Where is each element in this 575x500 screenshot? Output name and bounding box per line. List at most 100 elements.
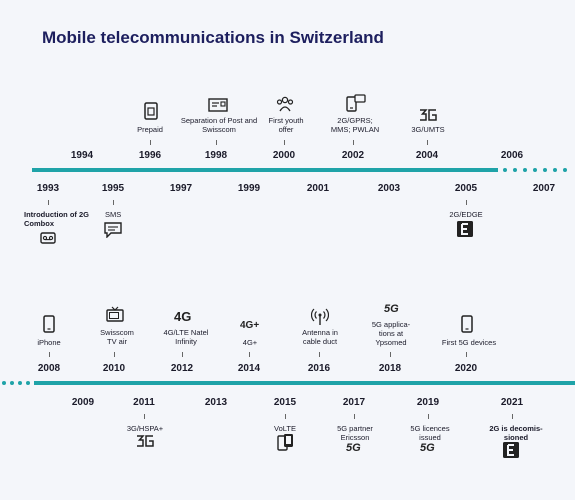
2g-decommissioned-icon bbox=[503, 442, 519, 458]
label-2002: 2G/GPRS; MMS; PWLAN bbox=[330, 116, 380, 134]
tick bbox=[353, 414, 355, 419]
year-2016: 2016 bbox=[307, 363, 331, 374]
year-2003: 2003 bbox=[377, 183, 401, 194]
label-1998: Separation of Post and Swisscom bbox=[180, 116, 258, 134]
year-2007: 2007 bbox=[532, 183, 556, 194]
year-2001: 2001 bbox=[306, 183, 330, 194]
tick bbox=[318, 352, 320, 357]
tick bbox=[181, 352, 183, 357]
label-2000: First youth offer bbox=[268, 116, 304, 134]
year-2020: 2020 bbox=[454, 363, 478, 374]
3g-hspa-icon bbox=[136, 434, 154, 448]
year-2021: 2021 bbox=[500, 397, 524, 408]
page-title: Mobile telecommunications in Switzerland bbox=[42, 28, 384, 47]
label-1995: SMS bbox=[105, 210, 122, 219]
5g-icon: 5G bbox=[384, 303, 399, 315]
tick bbox=[465, 352, 467, 357]
3g-icon bbox=[419, 108, 437, 122]
year-2011: 2011 bbox=[133, 397, 155, 408]
year-1994: 1994 bbox=[70, 150, 94, 161]
tick bbox=[465, 200, 467, 205]
tick bbox=[248, 352, 250, 357]
label-2017: 5G partner Ericsson bbox=[337, 424, 373, 442]
label-1993: Introduction of 2G Combox bbox=[24, 210, 89, 228]
label-2019: 5G licences issued bbox=[410, 424, 450, 442]
label-2021: 2G is decomis-sioned bbox=[489, 424, 543, 442]
tick bbox=[149, 140, 151, 145]
year-2013: 2013 bbox=[204, 397, 228, 408]
tick bbox=[427, 414, 429, 419]
label-2005: 2G/EDGE bbox=[449, 210, 483, 219]
timeline-dot bbox=[523, 168, 527, 172]
year-2019: 2019 bbox=[416, 397, 440, 408]
4g-icon: 4G bbox=[174, 309, 192, 324]
timeline-dot bbox=[2, 381, 6, 385]
5g-licence-icon: 5G bbox=[420, 442, 435, 454]
year-2005: 2005 bbox=[454, 183, 478, 194]
year-1997: 1997 bbox=[169, 183, 193, 194]
tick bbox=[113, 352, 115, 357]
label-2004: 3G/UMTS bbox=[411, 125, 445, 134]
year-2018: 2018 bbox=[378, 363, 402, 374]
smartphone-5g-icon bbox=[461, 315, 473, 333]
year-1996: 1996 bbox=[138, 150, 162, 161]
label-1996: Prepaid bbox=[137, 125, 163, 134]
tick bbox=[284, 414, 286, 419]
sms-icon bbox=[104, 222, 122, 238]
year-2006: 2006 bbox=[500, 150, 524, 161]
label-2011: 3G/HSPA+ bbox=[126, 424, 164, 433]
timeline-dot bbox=[533, 168, 537, 172]
year-2014: 2014 bbox=[237, 363, 261, 374]
post-office-icon bbox=[208, 98, 228, 112]
phone-message-icon bbox=[346, 94, 366, 112]
sim-card-icon bbox=[144, 102, 158, 120]
label-2016: Antenna in cable duct bbox=[302, 328, 338, 346]
timeline-dot bbox=[553, 168, 557, 172]
label-2010: Swisscom TV air bbox=[100, 328, 134, 346]
5g-partner-icon: 5G bbox=[346, 442, 361, 454]
label-2020: First 5G devices bbox=[441, 338, 497, 347]
tick bbox=[426, 140, 428, 145]
year-2015: 2015 bbox=[273, 397, 297, 408]
dual-phone-icon bbox=[277, 433, 295, 451]
year-2000: 2000 bbox=[272, 150, 296, 161]
label-2018: 5G applica-tions at Ypsomed bbox=[371, 320, 411, 347]
label-2015: VoLTE bbox=[274, 424, 296, 433]
year-2002: 2002 bbox=[341, 150, 365, 161]
tick bbox=[47, 200, 49, 205]
label-2014: 4G+ bbox=[242, 338, 258, 347]
year-2009: 2009 bbox=[71, 397, 95, 408]
tick bbox=[48, 352, 50, 357]
timeline-dot bbox=[513, 168, 517, 172]
4g-plus-icon: 4G+ bbox=[240, 320, 260, 331]
year-2012: 2012 bbox=[170, 363, 194, 374]
tick bbox=[215, 140, 217, 145]
year-1998: 1998 bbox=[204, 150, 228, 161]
tick bbox=[143, 414, 145, 419]
tick bbox=[352, 140, 354, 145]
edge-icon bbox=[457, 221, 473, 237]
year-2017: 2017 bbox=[342, 397, 366, 408]
smartphone-icon bbox=[43, 315, 55, 333]
timeline-bar-2 bbox=[34, 381, 575, 385]
year-2010: 2010 bbox=[102, 363, 126, 374]
timeline-dot bbox=[10, 381, 14, 385]
people-icon bbox=[276, 96, 294, 112]
year-1999: 1999 bbox=[237, 183, 261, 194]
timeline-bar-1 bbox=[32, 168, 498, 172]
tick bbox=[283, 140, 285, 145]
tv-icon bbox=[106, 306, 124, 322]
year-1993: 1993 bbox=[36, 183, 60, 194]
label-2008: iPhone bbox=[37, 338, 61, 347]
tick bbox=[389, 352, 391, 357]
timeline-dot bbox=[18, 381, 22, 385]
timeline-dot bbox=[543, 168, 547, 172]
antenna-icon bbox=[311, 308, 329, 326]
tick bbox=[511, 414, 513, 419]
year-1995: 1995 bbox=[101, 183, 125, 194]
timeline-dot bbox=[503, 168, 507, 172]
year-2004: 2004 bbox=[415, 150, 439, 161]
label-2012: 4G/LTE Natel Infinity bbox=[163, 328, 209, 346]
year-2008: 2008 bbox=[37, 363, 61, 374]
timeline-dot bbox=[563, 168, 567, 172]
